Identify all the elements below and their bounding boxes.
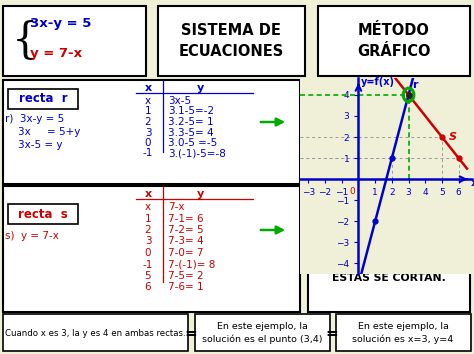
- Text: En este ejemplo, la
solución es el punto (3,4): En este ejemplo, la solución es el punto…: [202, 322, 322, 344]
- Text: S: S: [448, 132, 456, 142]
- Text: 3.2-5= 1: 3.2-5= 1: [168, 117, 214, 127]
- Text: x: x: [471, 178, 474, 188]
- FancyBboxPatch shape: [8, 89, 78, 109]
- FancyBboxPatch shape: [3, 6, 146, 76]
- Text: 0: 0: [349, 187, 355, 195]
- FancyBboxPatch shape: [308, 184, 470, 312]
- Text: SISTEMA DE
ECUACIONES: SISTEMA DE ECUACIONES: [178, 23, 283, 59]
- Text: 3x     = 5+y: 3x = 5+y: [5, 127, 81, 137]
- FancyBboxPatch shape: [3, 186, 300, 312]
- Text: 3x-5: 3x-5: [168, 96, 191, 106]
- Text: En este ejemplo, la
solución es x=3, y=4: En este ejemplo, la solución es x=3, y=4: [352, 322, 454, 344]
- Text: 7-2= 5: 7-2= 5: [168, 225, 204, 235]
- Text: x: x: [145, 83, 152, 93]
- Text: 3.1-5=-2: 3.1-5=-2: [168, 107, 214, 116]
- Text: 1: 1: [145, 213, 151, 223]
- Text: 3: 3: [145, 236, 151, 246]
- Text: 7-0= 7: 7-0= 7: [168, 248, 203, 258]
- Text: =: =: [185, 325, 197, 341]
- FancyBboxPatch shape: [195, 314, 330, 351]
- Text: y: y: [196, 189, 204, 199]
- Text: LA SOLUCIÓN ES EL
PUNTO DE
INTERSECCIÓN DE
LAS RECTAS, CUANDO
ÉSTAS SE CORTAN.: LA SOLUCIÓN ES EL PUNTO DE INTERSECCIÓN …: [322, 213, 456, 282]
- Text: 6: 6: [145, 282, 151, 292]
- Text: 3.(-1)-5=-8: 3.(-1)-5=-8: [168, 148, 226, 159]
- Text: r)  3x-y = 5: r) 3x-y = 5: [5, 114, 64, 124]
- Text: -1: -1: [143, 148, 153, 159]
- Text: {: {: [12, 20, 38, 62]
- FancyBboxPatch shape: [158, 6, 305, 76]
- Text: 7-(-1)= 8: 7-(-1)= 8: [168, 259, 215, 269]
- Text: 3: 3: [145, 127, 151, 137]
- Text: =: =: [326, 325, 338, 341]
- Text: 0: 0: [145, 248, 151, 258]
- Text: -1: -1: [143, 259, 153, 269]
- Text: x: x: [145, 189, 152, 199]
- Text: 7-5= 2: 7-5= 2: [168, 271, 204, 281]
- Text: 1: 1: [145, 107, 151, 116]
- FancyBboxPatch shape: [3, 314, 188, 351]
- FancyBboxPatch shape: [8, 204, 78, 224]
- Text: 2: 2: [145, 117, 151, 127]
- Text: Cuando x es 3, la y es 4 en ambas rectas.: Cuando x es 3, la y es 4 en ambas rectas…: [5, 329, 185, 337]
- Text: y = 7-x: y = 7-x: [30, 47, 82, 61]
- Text: 7-1= 6: 7-1= 6: [168, 213, 204, 223]
- Text: recta  s: recta s: [18, 207, 68, 221]
- Text: x: x: [145, 96, 151, 106]
- Text: 0: 0: [145, 138, 151, 148]
- FancyBboxPatch shape: [3, 80, 300, 184]
- Text: 3x-5 = y: 3x-5 = y: [5, 140, 63, 150]
- Text: y: y: [196, 83, 204, 93]
- Text: recta  r: recta r: [18, 92, 67, 105]
- Text: 5: 5: [145, 271, 151, 281]
- Text: s)  y = 7-x: s) y = 7-x: [5, 231, 59, 241]
- Text: MÉTODO
GRÁFICO: MÉTODO GRÁFICO: [357, 23, 431, 59]
- Text: 2: 2: [145, 225, 151, 235]
- Text: 3x-y = 5: 3x-y = 5: [30, 17, 91, 30]
- FancyBboxPatch shape: [318, 6, 470, 76]
- Text: 7-3= 4: 7-3= 4: [168, 236, 204, 246]
- Text: y=f(x): y=f(x): [361, 77, 395, 87]
- FancyBboxPatch shape: [336, 314, 471, 351]
- Text: 3.3-5= 4: 3.3-5= 4: [168, 127, 214, 137]
- Text: 7-x: 7-x: [168, 202, 184, 212]
- Text: x: x: [145, 202, 151, 212]
- Text: r: r: [412, 80, 418, 90]
- Text: 3.0-5 =-5: 3.0-5 =-5: [168, 138, 217, 148]
- Text: 7-6= 1: 7-6= 1: [168, 282, 204, 292]
